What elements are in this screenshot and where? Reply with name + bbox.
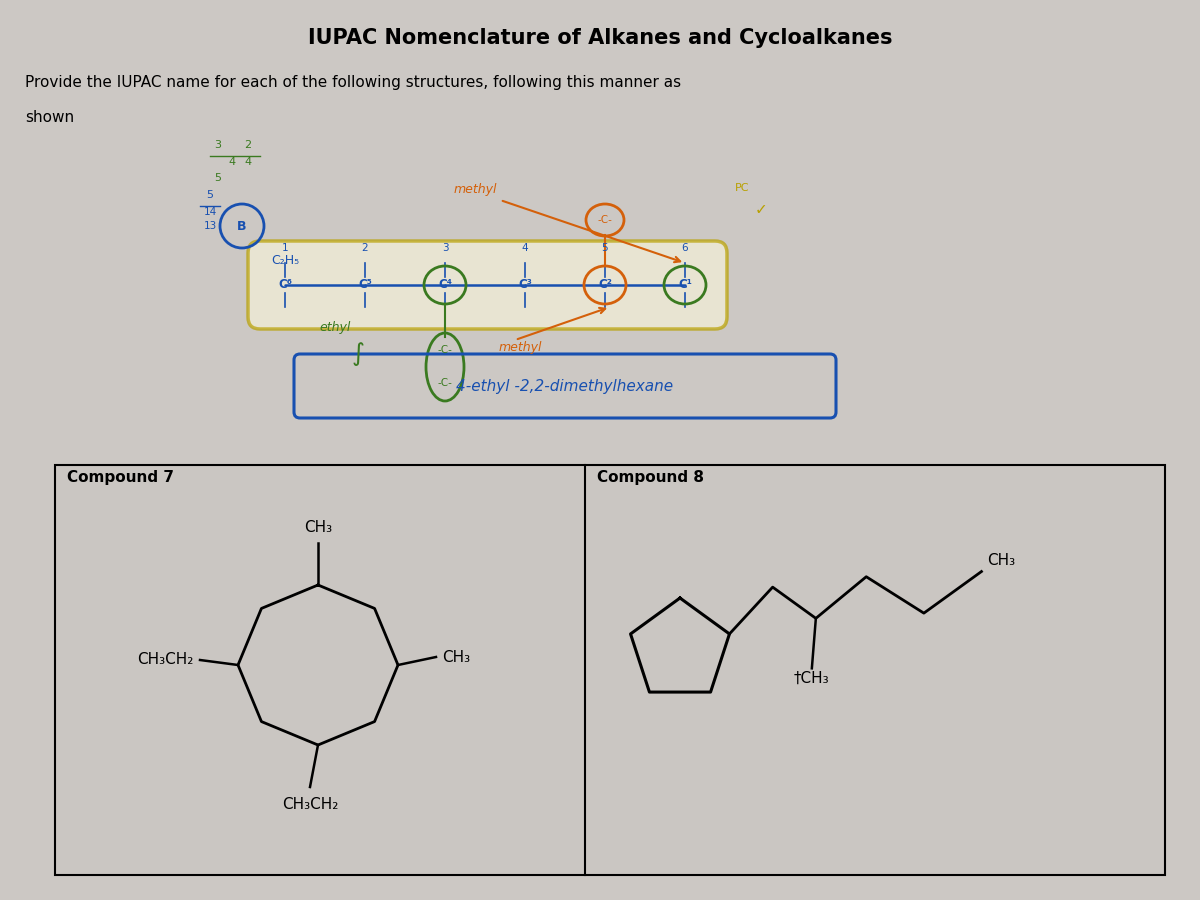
Text: 3: 3 (215, 140, 222, 150)
Text: ∫: ∫ (352, 342, 365, 366)
Text: Compound 8: Compound 8 (598, 470, 704, 485)
Text: 4: 4 (245, 157, 252, 167)
Text: -C-: -C- (598, 215, 612, 225)
Text: B: B (238, 220, 247, 232)
Text: Compound 7: Compound 7 (67, 470, 174, 485)
Text: IUPAC Nomenclature of Alkanes and Cycloalkanes: IUPAC Nomenclature of Alkanes and Cycloa… (307, 28, 893, 48)
Text: ✓: ✓ (755, 202, 768, 218)
Text: 5: 5 (601, 243, 608, 253)
Text: 4: 4 (522, 243, 528, 253)
Text: 2: 2 (245, 140, 252, 150)
Text: C³: C³ (518, 278, 532, 292)
Text: 6: 6 (682, 243, 689, 253)
Text: 2: 2 (361, 243, 368, 253)
Text: methyl: methyl (454, 184, 497, 196)
Text: 5: 5 (206, 190, 214, 200)
Text: ethyl: ethyl (319, 321, 350, 335)
Text: C₂H₅: C₂H₅ (271, 254, 299, 266)
Text: CH₃: CH₃ (304, 520, 332, 535)
Text: CH₃CH₂: CH₃CH₂ (138, 652, 194, 668)
Text: 4-ethyl -2,2-dimethylhexane: 4-ethyl -2,2-dimethylhexane (456, 379, 673, 393)
Text: †CH₃: †CH₃ (794, 670, 829, 685)
Text: C¹: C¹ (678, 278, 692, 292)
Text: C⁴: C⁴ (438, 278, 452, 292)
Text: -C-: -C- (438, 378, 452, 388)
Text: 14: 14 (203, 207, 217, 217)
Text: shown: shown (25, 110, 74, 125)
Text: C²: C² (598, 278, 612, 292)
Text: -C-: -C- (438, 345, 452, 355)
Text: C⁶: C⁶ (278, 278, 292, 292)
Text: 13: 13 (203, 221, 217, 231)
Text: 4: 4 (228, 157, 235, 167)
Text: C⁵: C⁵ (358, 278, 372, 292)
Text: CH₃: CH₃ (442, 650, 470, 664)
Text: 5: 5 (215, 173, 222, 183)
Text: 3: 3 (442, 243, 449, 253)
Text: CH₃: CH₃ (988, 553, 1015, 568)
Text: CH₃CH₂: CH₃CH₂ (282, 797, 338, 812)
Bar (55, 465, 1165, 875)
Text: methyl: methyl (498, 340, 541, 354)
Text: 1: 1 (282, 243, 288, 253)
Text: Provide the IUPAC name for each of the following structures, following this mann: Provide the IUPAC name for each of the f… (25, 75, 682, 90)
FancyBboxPatch shape (248, 241, 727, 329)
Text: PC: PC (734, 183, 750, 193)
